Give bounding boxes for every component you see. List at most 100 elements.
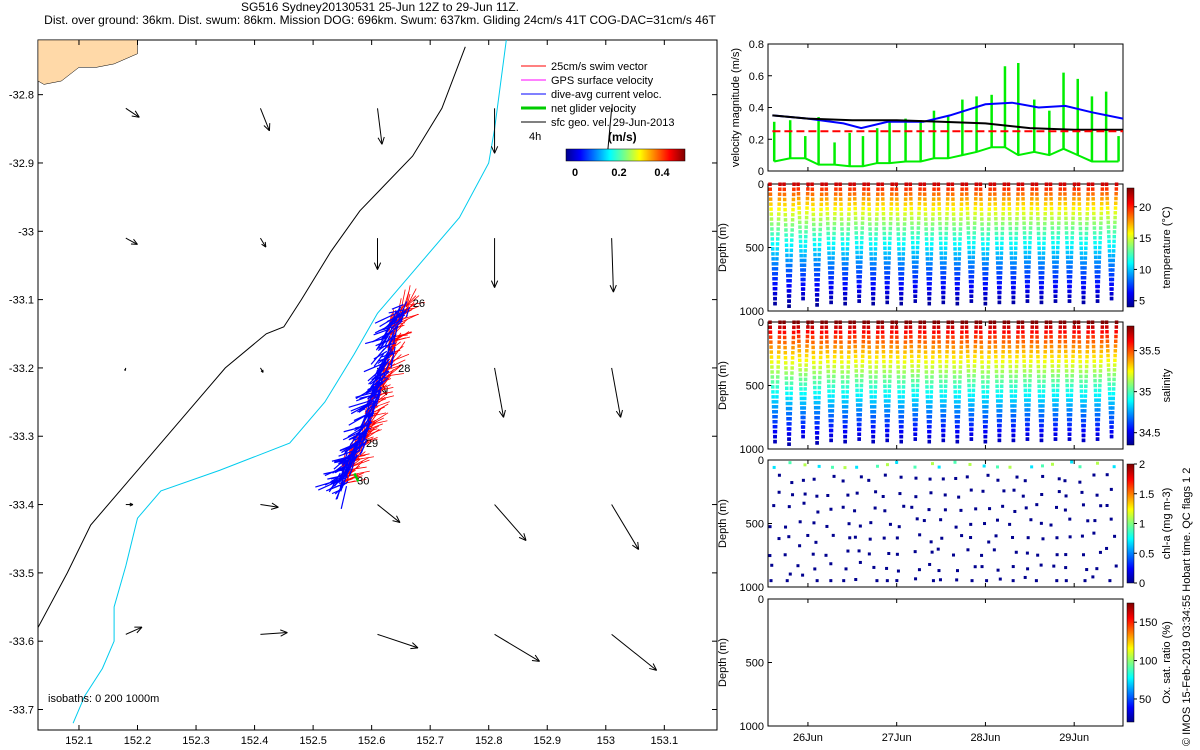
obs-point <box>986 370 991 374</box>
obs-point <box>883 509 887 513</box>
obs-point <box>1077 192 1081 196</box>
obs-point <box>1098 383 1102 388</box>
obs-point <box>957 267 961 271</box>
obs-point <box>861 206 865 211</box>
obs-point <box>842 277 846 281</box>
obs-point <box>1065 374 1069 378</box>
obs-point <box>886 280 890 285</box>
obs-point <box>1108 263 1112 267</box>
obs-point <box>1009 256 1014 260</box>
obs-point <box>951 197 955 201</box>
obs-point <box>1094 398 1098 402</box>
obs-point <box>938 364 942 369</box>
obs-point <box>847 192 852 196</box>
obs-point <box>826 364 830 369</box>
dac-vector <box>373 353 385 367</box>
obs-point <box>912 403 916 407</box>
obs-point <box>944 364 949 369</box>
obs-point <box>1037 379 1041 384</box>
obs-point <box>899 475 903 479</box>
obs-point <box>1086 320 1091 324</box>
obs-point <box>969 432 974 436</box>
obs-point <box>832 226 836 231</box>
obs-point <box>917 354 921 359</box>
obs-point <box>958 370 962 374</box>
obs-point <box>1043 345 1048 349</box>
obs-point <box>1035 192 1039 196</box>
obs-point <box>785 263 790 268</box>
obs-point <box>987 355 991 359</box>
obs-point <box>973 339 978 344</box>
obs-point <box>1093 255 1098 260</box>
obs-point <box>912 274 916 279</box>
obs-point <box>924 375 929 379</box>
obs-point <box>1023 575 1027 579</box>
obs-point <box>1036 553 1040 557</box>
obs-point <box>1114 320 1119 324</box>
obs-point <box>798 225 802 229</box>
obs-point <box>1001 207 1006 211</box>
obs-point <box>940 536 944 540</box>
obs-point <box>986 237 990 241</box>
obs-point <box>1057 221 1061 225</box>
obs-point <box>1036 231 1041 236</box>
obs-point <box>1077 330 1081 334</box>
obs-point <box>1041 399 1045 403</box>
obs-point <box>988 192 992 196</box>
obs-point <box>992 325 997 329</box>
obs-point <box>783 340 787 345</box>
obs-point <box>1040 271 1045 275</box>
obs-point <box>923 335 927 339</box>
obs-point <box>930 380 934 384</box>
obs-point <box>924 227 928 231</box>
obs-point <box>897 400 902 404</box>
obs-point <box>802 396 807 401</box>
colorbar-tick-label: 20 <box>1139 202 1151 214</box>
obs-point <box>774 419 778 424</box>
obs-point <box>901 385 906 389</box>
obs-point <box>1079 256 1084 260</box>
obs-point <box>816 416 820 420</box>
obs-point <box>1015 212 1019 216</box>
obs-point <box>858 279 862 284</box>
obs-point <box>998 280 1002 285</box>
obs-point <box>1051 378 1055 383</box>
obs-point <box>952 217 956 221</box>
obs-point <box>1092 226 1097 230</box>
obs-point <box>898 492 902 496</box>
y-tick-label: 1000 <box>740 306 764 318</box>
dac-vector <box>348 413 369 426</box>
obs-point <box>984 281 988 286</box>
obs-point <box>998 577 1002 581</box>
obs-point <box>778 187 782 191</box>
obs-point <box>926 277 930 281</box>
obs-point <box>982 415 987 419</box>
obs-point <box>886 285 890 290</box>
obs-point <box>927 429 932 434</box>
obs-point <box>814 278 818 282</box>
y-tick-label: 500 <box>746 381 764 393</box>
obs-point <box>1015 345 1020 349</box>
obs-point <box>910 369 915 373</box>
obs-point <box>828 409 832 413</box>
obs-point <box>917 568 921 572</box>
obs-point <box>792 182 796 186</box>
obs-point <box>777 350 781 354</box>
obs-point <box>1110 292 1114 296</box>
obs-point <box>909 354 914 359</box>
obs-point <box>966 221 970 225</box>
swim-vector <box>400 313 419 323</box>
obs-point <box>1008 374 1013 379</box>
obs-point <box>999 251 1004 255</box>
obs-point <box>1029 518 1033 522</box>
dac-vector <box>383 330 388 339</box>
obs-point <box>1079 384 1083 388</box>
obs-point <box>1092 531 1096 535</box>
obs-point <box>801 478 805 482</box>
dac-vector <box>366 385 375 394</box>
colorbar <box>1126 325 1135 446</box>
obs-point <box>955 296 960 301</box>
obs-point <box>1007 197 1011 201</box>
obs-point <box>1021 494 1025 498</box>
